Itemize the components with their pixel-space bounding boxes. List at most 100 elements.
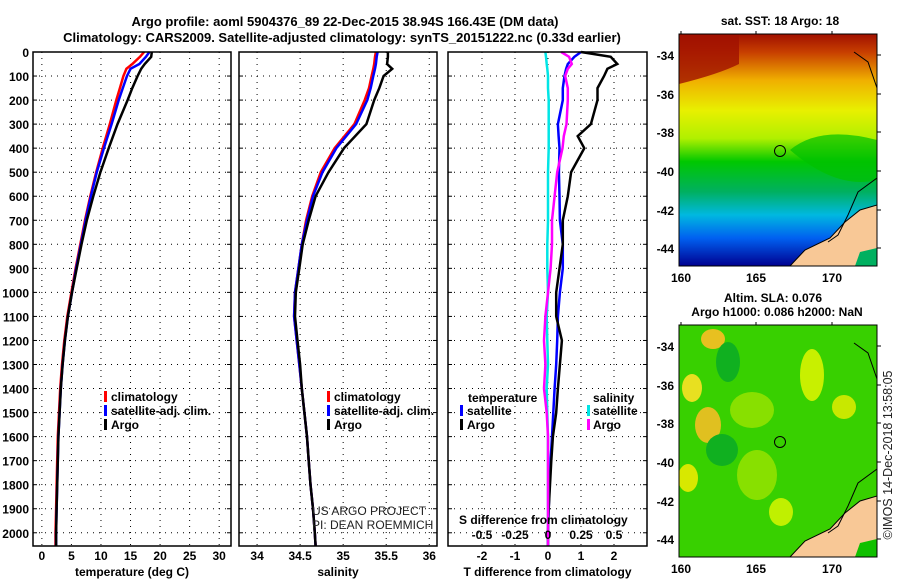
legend-swatch-climatology [327, 391, 330, 402]
y-tick-label: 1300 [2, 359, 29, 373]
sla-map: Altim. SLA: 0.076 Argo h1000: 0.086 h200… [678, 291, 878, 558]
lat-tick-label: -36 [657, 88, 675, 102]
x-tick-label: 35 [336, 549, 350, 563]
y-tick-label: 1100 [3, 310, 29, 324]
temperature-panel: 0 5 10 15 20 25 300100200300400500600700800900… [2, 46, 232, 579]
x-tick-label: -2 [477, 549, 488, 563]
sst-map-frame [678, 33, 878, 267]
figure-title-line1: Argo profile: aoml 5904376_89 22-Dec-201… [131, 14, 558, 29]
legend-swatch-t-argo [460, 419, 463, 430]
legend-label: Argo [593, 418, 621, 432]
x-tick-label: 36 [423, 549, 437, 563]
land-south-island [789, 495, 877, 557]
x-tick-label: 35.5 [375, 549, 399, 563]
series-salinity-argo [542, 50, 574, 546]
timestamp-label: ©IMOS 14-Dec-2018 13:58:05 [881, 370, 895, 539]
legend-swatch-s-argo [587, 419, 590, 430]
s-axis-label: S difference from climatology [459, 513, 628, 527]
float-position-marker [774, 436, 786, 448]
sst-map: sat. SST: 18 Argo: 18 [678, 14, 878, 267]
sla-map-frame [678, 324, 878, 558]
figure-title-line2: Climatology: CARS2009. Satellite-adjuste… [63, 30, 621, 45]
sla-low [716, 342, 740, 382]
legend-label: satellite-adj. clim. [334, 404, 434, 418]
x-tick-label: 1 [578, 549, 585, 563]
legend-swatch-climatology [104, 391, 107, 402]
lon-tick-label: 160 [671, 271, 691, 285]
salinity-panel: 34 34.5 35 35.5 36 salinity [238, 51, 438, 579]
sla-blob [737, 450, 777, 500]
credit-line2: PI: DEAN ROEMMICH [312, 518, 433, 532]
coastline-west [827, 468, 877, 534]
x-tick-label: 2 [611, 549, 618, 563]
y-tick-label: 700 [9, 214, 29, 228]
lon-tick-label: 160 [671, 562, 691, 576]
sea-inlet [855, 248, 877, 266]
axes-frame [238, 51, 438, 547]
coastline-north [853, 51, 877, 89]
legend-swatch-argo [104, 419, 107, 430]
y-tick-label: 300 [9, 118, 29, 132]
legend-label: satellite [593, 404, 638, 418]
sla-blob [769, 498, 793, 526]
temperature-legend: climatology satellite-adj. clim. Argo [104, 390, 211, 432]
difference-legend: temperature satellite Argo salinity sate… [460, 391, 638, 432]
legend-label: Argo [111, 418, 139, 432]
x-tick-label: 34 [250, 549, 264, 563]
lat-tick-label: -34 [657, 49, 675, 63]
legend-label: satellite [467, 404, 512, 418]
lat-tick-label: -42 [657, 204, 675, 218]
legend-swatch-satellite [104, 405, 107, 416]
series-argo [54, 51, 154, 546]
lat-tick-label: -44 [657, 242, 675, 256]
y-tick-label: 1400 [2, 383, 29, 397]
lon-tick-label: 170 [822, 562, 842, 576]
x-axis-label: temperature (deg C) [75, 565, 189, 579]
legend-swatch-argo [327, 419, 330, 430]
y-tick-label: 1600 [2, 431, 29, 445]
lat-tick-label: -34 [657, 340, 675, 354]
sla-blob [701, 329, 725, 349]
x-axis-label: salinity [317, 565, 359, 579]
x-tick-label: 34.5 [288, 549, 312, 563]
y-tick-label: 400 [9, 142, 29, 156]
legend-label: Argo [467, 418, 495, 432]
sea-inlet [855, 539, 877, 557]
axes-frame [32, 51, 232, 547]
x-tick-label: -1 [510, 549, 521, 563]
sla-low [706, 434, 738, 466]
y-tick-label: 2000 [2, 527, 29, 541]
y-tick-label: 1000 [2, 286, 29, 300]
y-tick-label: 1900 [2, 503, 29, 517]
difference-panel: -2 -1 0 1 2 T difference from climatology [447, 50, 648, 579]
sla-blob [679, 464, 698, 492]
y-tick-label: 600 [9, 190, 29, 204]
sla-blob [832, 395, 856, 419]
sst-cool-patch [790, 134, 877, 182]
x-tick-label: 10 [94, 549, 108, 563]
x-tick-label: 0 [545, 549, 552, 563]
lon-tick-label: 170 [822, 271, 842, 285]
sst-warm-patch [679, 34, 739, 84]
y-tick-label: 1700 [2, 455, 29, 469]
lat-tick-label: -42 [657, 495, 675, 509]
s-tick-label: -0.25 [501, 528, 529, 542]
series-argo [293, 52, 395, 547]
lat-tick-label: -40 [657, 456, 675, 470]
lat-tick-label: -36 [657, 379, 675, 393]
legend-swatch-s-satellite [587, 405, 590, 416]
s-tick-label: -0.5 [472, 528, 493, 542]
coastline-north [853, 342, 877, 380]
x-axis-label: T difference from climatology [463, 565, 631, 579]
sla-blob [730, 392, 774, 428]
lat-tick-label: -38 [657, 417, 675, 431]
y-tick-label: 500 [9, 166, 29, 180]
legend-label: climatology [111, 390, 178, 404]
salinity-legend: climatology satellite-adj. clim. Argo [327, 390, 434, 432]
lon-tick-label: 165 [746, 271, 766, 285]
legend-label: satellite-adj. clim. [111, 404, 211, 418]
y-tick-label: 800 [9, 238, 29, 252]
legend-label: Argo [334, 418, 362, 432]
